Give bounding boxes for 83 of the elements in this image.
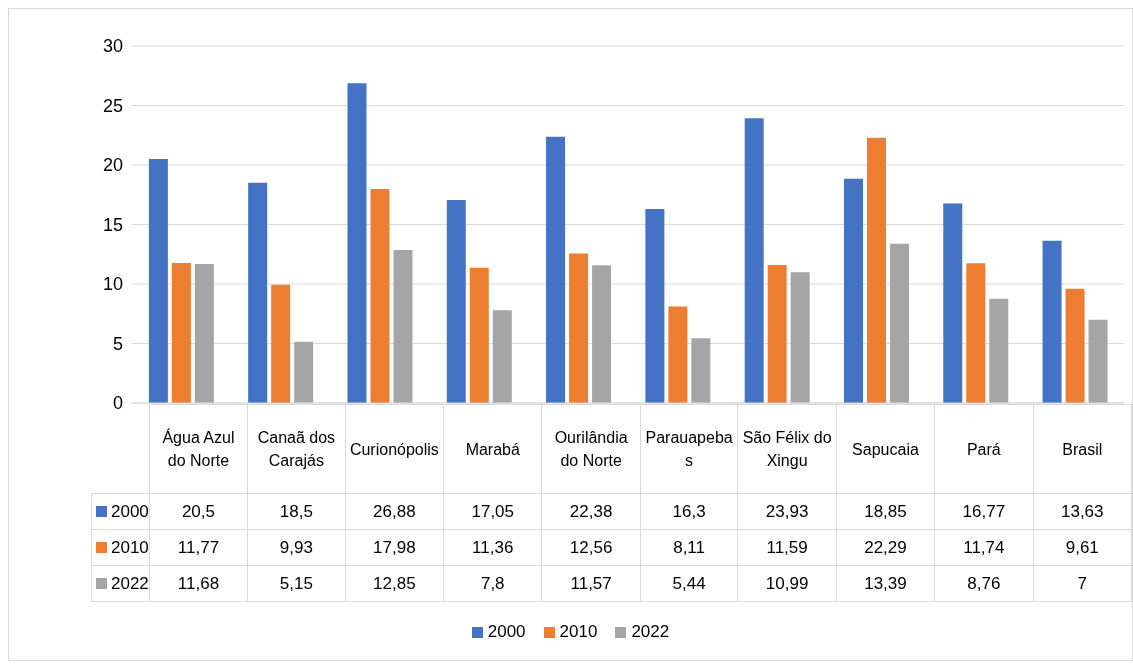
- data-label: 22,38: [541, 493, 641, 530]
- y-tick-label: 0: [112, 393, 123, 414]
- bar: [171, 262, 191, 403]
- bar: [767, 265, 787, 403]
- y-tick-label: 5: [112, 333, 123, 354]
- x-tick-label: Ourilândia do Norte: [541, 404, 641, 494]
- data-label: 13,63: [1033, 493, 1132, 530]
- data-label: 13,39: [836, 565, 935, 602]
- bar: [469, 267, 489, 403]
- data-label: 17,05: [443, 493, 542, 530]
- bar: [446, 200, 466, 403]
- x-tick-label: São Félix do Xingu: [737, 404, 837, 494]
- data-label: 5,44: [640, 565, 738, 602]
- data-label: 11,68: [149, 565, 248, 602]
- data-label: 11,36: [443, 529, 542, 566]
- data-label: 7: [1033, 565, 1132, 602]
- data-label: 18,85: [836, 493, 935, 530]
- data-label: 11,74: [934, 529, 1034, 566]
- bar: [148, 159, 168, 403]
- data-label: 20,5: [149, 493, 248, 530]
- legend-label: 2022: [91, 565, 150, 602]
- text: 2000: [487, 622, 526, 641]
- y-tick-label: 15: [102, 214, 123, 235]
- data-label: 5,15: [247, 565, 346, 602]
- y-tick-label: 25: [102, 95, 123, 116]
- y-tick-label: 10: [102, 274, 123, 295]
- data-label: 9,61: [1033, 529, 1132, 566]
- bar: [194, 264, 214, 403]
- bar: [744, 118, 764, 403]
- bar: [889, 243, 909, 403]
- data-label: 23,93: [737, 493, 837, 530]
- bar: [790, 272, 810, 403]
- bar: [866, 137, 886, 403]
- x-tick-label: Parauapebas: [640, 404, 738, 494]
- data-label: 9,93: [247, 529, 346, 566]
- data-label: 16,77: [934, 493, 1034, 530]
- bar: [1088, 319, 1108, 403]
- data-label: 8,76: [934, 565, 1034, 602]
- data-label: 11,59: [737, 529, 837, 566]
- bar: [370, 189, 390, 403]
- bar: [393, 250, 413, 403]
- x-tick-label: Brasil: [1033, 404, 1132, 494]
- text: 2010: [559, 622, 598, 641]
- data-label: 7,8: [443, 565, 542, 602]
- data-label: 11,77: [149, 529, 248, 566]
- x-tick-label: Sapucaia: [836, 404, 935, 494]
- x-tick-label: Canaã dos Carajás: [247, 404, 346, 494]
- data-label: 10,99: [737, 565, 837, 602]
- data-label: 26,88: [345, 493, 444, 530]
- bar: [294, 341, 314, 403]
- data-label: 18,5: [247, 493, 346, 530]
- bar: [546, 136, 566, 403]
- bar: [492, 310, 512, 403]
- bar: [592, 265, 612, 403]
- data-label: 12,85: [345, 565, 444, 602]
- data-label: 17,98: [345, 529, 444, 566]
- legend-label: 2010: [91, 529, 150, 566]
- legend-label: 2000: [91, 493, 150, 530]
- bar: [691, 338, 711, 403]
- bar: [248, 182, 268, 403]
- bar: [843, 178, 863, 403]
- bar: [668, 306, 688, 403]
- bar: [943, 203, 963, 403]
- x-tick-label: Pará: [934, 404, 1034, 494]
- bar: [966, 263, 986, 403]
- bar: [989, 298, 1009, 403]
- bar: [569, 253, 589, 403]
- bar: [645, 209, 665, 403]
- bar: [1042, 240, 1062, 403]
- y-tick-label: 30: [102, 36, 123, 57]
- x-tick-label: Água Azul do Norte: [149, 404, 248, 494]
- data-label: 16,3: [640, 493, 738, 530]
- data-label: 22,29: [836, 529, 935, 566]
- y-tick-label: 20: [102, 155, 123, 176]
- data-label: 12,56: [541, 529, 641, 566]
- data-label: 11,57: [541, 565, 641, 602]
- data-label: 8,11: [640, 529, 738, 566]
- bar: [271, 284, 291, 403]
- bar: [1065, 288, 1085, 403]
- x-tick-label: Marabá: [443, 404, 542, 494]
- x-tick-label: Curionópolis: [345, 404, 444, 494]
- text: 2022: [631, 622, 670, 641]
- bar: [347, 83, 367, 403]
